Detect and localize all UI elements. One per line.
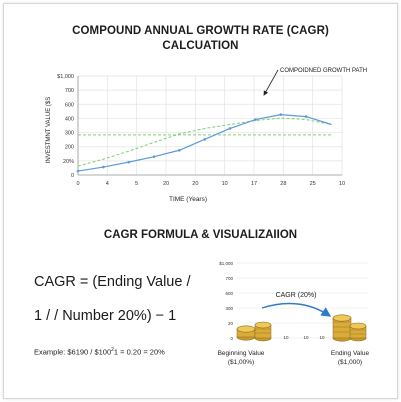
main-y-tick-label: 600 xyxy=(65,102,74,108)
mini-y-tick-label: 300 xyxy=(225,306,233,311)
main-x-tick-label: 0 xyxy=(76,181,79,187)
main-y-tick-label: 400 xyxy=(65,116,74,122)
actual-data-point xyxy=(304,115,308,118)
card-frame xyxy=(3,3,398,399)
main-x-tick-label: 20 xyxy=(192,181,198,187)
main-x-tick-label: 10 xyxy=(222,181,228,187)
mini-y-tick-label: 20 xyxy=(228,321,234,326)
mini-chart-annotation: CAGR (20%) xyxy=(276,292,317,299)
mini-x-tick-label: 10 xyxy=(319,335,325,340)
chart-title-line1: COMPOUND ANNUAL GROWTH RATE (CAGR) xyxy=(72,25,329,37)
actual-data-point xyxy=(127,160,130,164)
main-x-tick-label: 28 xyxy=(280,181,286,187)
main-chart-series xyxy=(76,113,332,173)
actual-growth-line xyxy=(77,114,332,172)
main-x-tick-label: 4 xyxy=(106,181,109,187)
mini-y-tick-label: 600 xyxy=(225,291,233,296)
main-y-tick-label: $1,000 xyxy=(57,74,74,80)
actual-data-point xyxy=(279,113,283,116)
main-chart-annotation-arrow xyxy=(263,69,279,96)
formula-example: Example: $6190 / $10021 = 0.20 = 20% xyxy=(34,347,165,357)
main-x-tick-label: 20 xyxy=(163,181,169,187)
example-prefix: Example: $6190 / $100 xyxy=(34,347,112,357)
main-chart-x-ticks: 0 4 5 20 20 10 17 28 25 10 xyxy=(76,181,345,187)
main-x-tick-label: 10 xyxy=(339,181,345,187)
actual-data-point xyxy=(102,165,105,169)
mini-x-tick-label: 10 xyxy=(303,335,309,340)
main-x-tick-label: 17 xyxy=(251,181,257,187)
ending-value-amount: ($1,000) xyxy=(338,359,362,366)
mini-chart-y-ticks: $1,000 700 600 300 20 0 xyxy=(219,261,233,341)
cagr-growth-arrow xyxy=(261,302,332,317)
actual-data-point xyxy=(203,138,207,141)
actual-data-point xyxy=(254,118,257,121)
actual-data-point xyxy=(76,169,80,173)
main-y-tick-label: 200 xyxy=(65,145,74,151)
main-y-tick-label: 20% xyxy=(63,159,74,165)
main-chart-y-ticks: 0 20% 200 300 400 600 700 $1,000 xyxy=(57,74,74,179)
actual-data-point xyxy=(178,148,181,152)
formula-section-title: CAGR FORMULA & VISUALIZAIION xyxy=(103,229,298,241)
example-suffix: 1 = 0.20 = 20% xyxy=(113,347,165,357)
main-y-tick-label: 300 xyxy=(65,131,74,137)
main-x-tick-label: 25 xyxy=(310,181,316,187)
formula-line-1: CAGR = (Ending Value / xyxy=(34,274,191,290)
mini-y-tick-label: 700 xyxy=(225,276,233,281)
main-y-tick-label: 700 xyxy=(65,88,74,94)
main-chart-y-axis-label: INVESTMNT VALUE ($S xyxy=(46,97,52,163)
compounded-growth-line xyxy=(77,117,332,167)
mini-y-tick-label: 0 xyxy=(230,336,233,341)
mini-y-tick-label: $1,000 xyxy=(219,261,233,266)
main-x-tick-label: 5 xyxy=(135,181,138,187)
main-chart-grid xyxy=(77,75,343,176)
mini-x-tick-label: 10 xyxy=(283,335,289,340)
chart-title-line2: CALCUATION xyxy=(162,40,239,52)
coin-stack-ending-icon xyxy=(332,314,367,342)
actual-data-point xyxy=(152,155,156,158)
ending-value-label: Ending Value xyxy=(331,350,370,357)
beginning-value-amount: ($1,00%) xyxy=(228,359,254,366)
main-chart-annotation: COMPOIDNED GROWTH PATH xyxy=(280,68,367,74)
main-y-tick-label: 0 xyxy=(71,173,74,179)
example-superscript: 2 xyxy=(111,347,114,353)
formula-line-2: 1 / / Number 20%) − 1 xyxy=(34,308,177,324)
coin-stack-beginning-icon xyxy=(236,321,272,342)
actual-data-point xyxy=(228,127,232,130)
main-chart-x-axis-label: TIME (Years) xyxy=(169,196,207,203)
beginning-value-label: Beginning Value xyxy=(218,350,265,357)
